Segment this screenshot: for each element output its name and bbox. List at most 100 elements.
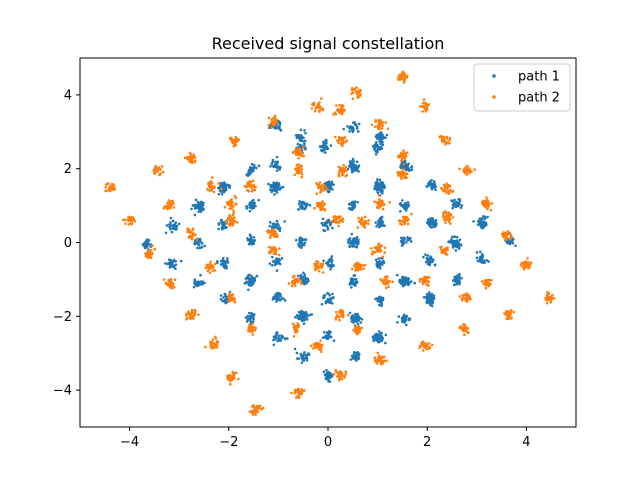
- data-point: [418, 340, 434, 352]
- data-point: [318, 138, 333, 154]
- data-point: [294, 309, 314, 322]
- data-point: [291, 322, 301, 338]
- data-point: [162, 278, 177, 290]
- data-point: [297, 199, 312, 211]
- data-point: [322, 368, 334, 383]
- data-point: [458, 164, 476, 176]
- data-point: [204, 335, 220, 350]
- data-point: [349, 160, 361, 174]
- data-point: [272, 331, 289, 347]
- data-point: [480, 278, 493, 290]
- points-layer: [104, 70, 556, 416]
- data-point: [185, 308, 200, 321]
- data-point: [440, 182, 455, 195]
- data-point: [268, 255, 284, 272]
- data-point: [374, 295, 385, 308]
- data-point: [245, 162, 261, 177]
- data-point: [192, 273, 206, 289]
- data-point: [369, 242, 387, 258]
- legend-label: path 2: [518, 91, 560, 106]
- x-axis: −4 −2 0 2 4: [120, 427, 531, 450]
- data-point: [332, 103, 346, 116]
- data-point: [451, 272, 463, 287]
- data-point: [334, 308, 350, 322]
- data-point: [352, 325, 364, 336]
- data-point: [244, 311, 256, 326]
- data-point: [425, 178, 437, 192]
- y-tick-label: −4: [53, 384, 72, 399]
- y-tick-label: 0: [64, 236, 72, 251]
- data-point: [419, 98, 431, 113]
- x-tick-label: 0: [324, 435, 332, 450]
- data-point: [224, 211, 239, 227]
- data-point: [164, 258, 183, 271]
- data-point: [373, 351, 388, 366]
- data-point: [293, 163, 304, 179]
- data-point: [399, 236, 413, 247]
- y-tick-label: 4: [64, 88, 72, 103]
- y-axis: −4 −2 0 2 4: [53, 88, 80, 399]
- data-point: [294, 236, 308, 250]
- data-point: [442, 210, 455, 225]
- data-point: [458, 323, 470, 337]
- data-point: [519, 257, 533, 271]
- data-point: [266, 228, 279, 239]
- data-point: [162, 199, 176, 211]
- x-tick-label: −2: [219, 435, 238, 450]
- data-point: [476, 215, 488, 230]
- data-point: [379, 275, 395, 290]
- data-point: [293, 347, 311, 364]
- x-tick-label: −4: [120, 435, 139, 450]
- data-point: [373, 194, 392, 211]
- data-point: [374, 256, 386, 270]
- data-point: [226, 370, 240, 386]
- data-point: [397, 149, 409, 166]
- data-point: [321, 330, 336, 342]
- data-point: [313, 200, 327, 212]
- data-point: [228, 135, 240, 148]
- data-point: [451, 239, 463, 252]
- data-point: [396, 70, 409, 84]
- data-point: [348, 311, 364, 324]
- data-point: [350, 261, 367, 272]
- legend-label: path 1: [518, 70, 560, 85]
- data-point: [247, 322, 258, 336]
- data-point: [287, 274, 303, 288]
- data-point: [396, 168, 409, 181]
- data-point: [104, 182, 117, 193]
- data-point: [458, 292, 472, 303]
- data-point: [480, 196, 494, 212]
- data-point: [374, 131, 389, 143]
- data-point: [350, 86, 362, 101]
- data-point: [309, 339, 324, 354]
- data-point: [291, 145, 306, 160]
- data-point: [205, 176, 223, 194]
- data-point: [315, 181, 329, 195]
- data-point: [193, 237, 206, 250]
- data-point: [398, 275, 417, 287]
- data-point: [372, 330, 387, 345]
- data-point: [121, 215, 136, 226]
- legend-marker: [492, 95, 496, 99]
- data-point: [243, 179, 257, 193]
- x-tick-label: 2: [423, 435, 431, 450]
- data-point: [186, 227, 199, 241]
- data-point: [320, 217, 335, 233]
- data-point: [371, 141, 385, 156]
- data-point: [144, 244, 157, 260]
- data-point: [370, 118, 390, 131]
- data-point: [164, 216, 181, 235]
- data-point: [269, 181, 283, 196]
- data-point: [349, 350, 361, 362]
- data-point: [347, 200, 359, 211]
- data-point: [227, 292, 237, 304]
- data-point: [346, 232, 359, 249]
- data-point: [290, 387, 306, 400]
- y-tick-label: −2: [53, 310, 72, 325]
- data-point: [320, 291, 335, 306]
- series-2: [104, 70, 556, 416]
- data-point: [396, 313, 412, 327]
- data-point: [332, 368, 348, 382]
- data-point: [245, 198, 261, 213]
